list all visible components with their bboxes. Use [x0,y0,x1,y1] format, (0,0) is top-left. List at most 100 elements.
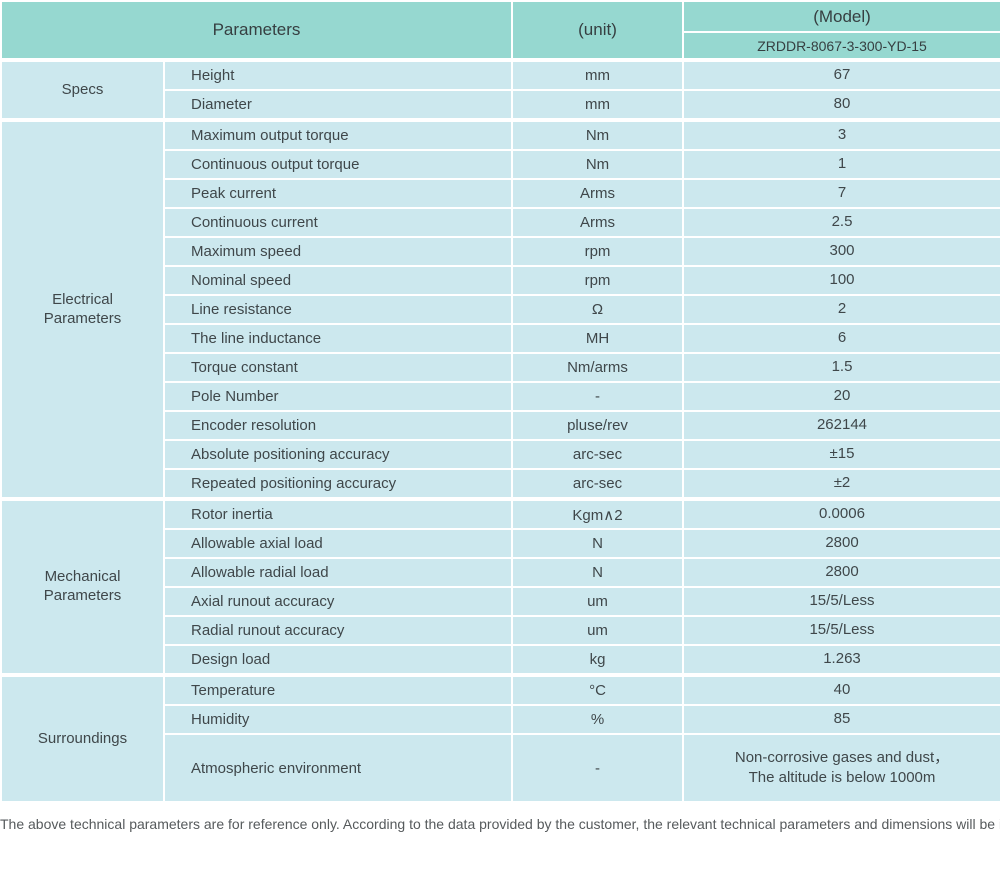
unit-cell: °C [511,673,684,706]
value-cell: 3 [682,118,1000,151]
unit-cell: N [511,557,684,588]
header-row-model: ZRDDR-8067-3-300-YD-15 [1,31,1000,61]
param-cell: The line inductance [163,323,513,354]
value-cell: ±2 [682,468,1000,500]
table-row: Encoder resolution pluse/rev 262144 [1,410,1000,441]
section-label: Surroundings [0,673,165,803]
value-cell: Non-corrosive gases and dust， The altitu… [682,733,1000,803]
unit-cell: - [511,381,684,412]
unit-cell: Arms [511,178,684,209]
value-cell: 85 [682,704,1000,735]
param-cell: Pole Number [163,381,513,412]
param-cell: Line resistance [163,294,513,325]
param-cell: Temperature [163,673,513,706]
table-row: Mechanical Parameters Rotor inertia Kgm∧2 0… [0,497,1000,676]
param-cell: Maximum speed [163,236,513,267]
unit-cell: Arms [511,207,684,238]
param-cell: Peak current [163,178,513,209]
unit-cell: rpm [511,265,684,296]
table-row: Pole Number -20 [1,381,1000,412]
value-cell: ±15 [682,439,1000,470]
value-cell: 20 [682,381,1000,412]
value-cell: 1.5 [682,352,1000,383]
table-row: Electrical Parameters Maximum output torq… [0,118,1000,500]
unit-cell: um [511,615,684,646]
value-cell: 300 [682,236,1000,267]
unit-cell: N [511,528,684,559]
unit-cell: % [511,704,684,735]
header-model-value: ZRDDR-8067-3-300-YD-15 [682,31,1000,61]
param-cell: Allowable radial load [163,557,513,588]
header-parameters: Parameters [0,0,513,61]
table-row: Allowable radial load N 2800 [1,557,1000,588]
table-row: Maximum speed rpm 300 [1,236,1000,267]
param-cell: Humidity [163,704,513,735]
unit-cell: arc-sec [511,468,684,500]
value-cell: 2.5 [682,207,1000,238]
value-cell: 2 [682,294,1000,325]
section-label: Specs [0,58,165,121]
section-label: Electrical Parameters [0,118,165,500]
table-row: Continuous current Arms 2.5 [1,207,1000,238]
unit-cell: mm [511,89,684,121]
unit-cell: pluse/rev [511,410,684,441]
value-cell: 67 [682,58,1000,91]
table-row: Design load kg 1.263 [1,644,1000,676]
page: Parameters (unit) (Model) ZRDDR-8067-3-3… [0,0,1000,832]
param-cell: Axial runout accuracy [163,586,513,617]
table-row: Axial runout accuracy um 15/5/Less [1,586,1000,617]
footnote: The above technical parameters are for r… [0,816,1000,832]
table-row: Surroundings Temperature °C 40 [0,673,1000,803]
header-row-top: Parameters (unit) (Model) [0,0,1000,61]
param-cell: Continuous current [163,207,513,238]
unit-cell: kg [511,644,684,676]
table-row: Torque constant Nm/arms 1.5 [1,352,1000,383]
param-cell: Allowable axial load [163,528,513,559]
unit-cell: - [511,733,684,803]
param-cell: Atmospheric environment [163,733,513,803]
unit-cell: Kgm∧2 [511,497,684,530]
value-cell: 100 [682,265,1000,296]
table-row: The line inductance MH 6 [1,323,1000,354]
param-cell: Rotor inertia [163,497,513,530]
table-row: Atmospheric environment - Non-corrosive ga… [1,733,1000,803]
table-row: Repeated positioning accuracy arc-sec ±2 [1,468,1000,500]
section-label: Mechanical Parameters [0,497,165,676]
value-cell: 7 [682,178,1000,209]
unit-cell: rpm [511,236,684,267]
table-row: Allowable axial load N 2800 [1,528,1000,559]
unit-cell: Ω [511,294,684,325]
unit-cell: mm [511,58,684,91]
param-cell: Diameter [163,89,513,121]
param-cell: Encoder resolution [163,410,513,441]
table-row: Absolute positioning accuracy arc-sec ±15 [1,439,1000,470]
value-cell: 0.0006 [682,497,1000,530]
table-row: Line resistance Ω 2 [1,294,1000,325]
table-row: Radial runout accuracy um 15/5/Less [1,615,1000,646]
header-unit: (unit) [511,0,684,61]
param-cell: Maximum output torque [163,118,513,151]
unit-cell: Nm [511,149,684,180]
value-cell: 1.263 [682,644,1000,676]
param-cell: Continuous output torque [163,149,513,180]
param-cell: Repeated positioning accuracy [163,468,513,500]
param-cell: Design load [163,644,513,676]
unit-cell: MH [511,323,684,354]
param-cell: Torque constant [163,352,513,383]
param-cell: Height [163,58,513,91]
value-cell: 40 [682,673,1000,706]
value-cell: 15/5/Less [682,586,1000,617]
unit-cell: Nm/arms [511,352,684,383]
param-cell: Radial runout accuracy [163,615,513,646]
table-row: Diameter mm 80 [1,89,1000,121]
unit-cell: Nm [511,118,684,151]
param-cell: Absolute positioning accuracy [163,439,513,470]
table-row: Nominal speed rpm 100 [1,265,1000,296]
value-cell: 262144 [682,410,1000,441]
value-cell: 6 [682,323,1000,354]
value-cell: 15/5/Less [682,615,1000,646]
header-model: (Model) [682,0,1000,34]
unit-cell: um [511,586,684,617]
table-row: Peak current Arms 7 [1,178,1000,209]
table-row: Humidity% 85 [1,704,1000,735]
